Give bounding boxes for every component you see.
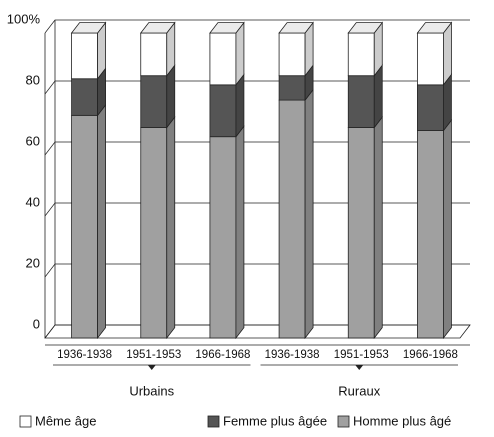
legend-swatch bbox=[337, 415, 350, 428]
grid-line bbox=[44, 141, 470, 156]
bar-segment bbox=[417, 130, 444, 339]
bar-segment bbox=[209, 32, 237, 86]
bar-segment bbox=[140, 32, 168, 77]
floor bbox=[44, 324, 471, 339]
grid-line bbox=[44, 324, 470, 339]
x-tick-label: 1951-1953 bbox=[334, 349, 389, 361]
bar-side bbox=[166, 115, 176, 340]
bar-segment bbox=[347, 127, 375, 339]
bar-segment bbox=[417, 32, 444, 86]
bar-side bbox=[373, 115, 383, 340]
y-tick-label: 100% bbox=[7, 11, 41, 26]
y-tick-label: 20 bbox=[26, 255, 40, 270]
bar-side bbox=[235, 125, 245, 340]
y-tick-label: 80 bbox=[26, 72, 40, 87]
x-tick-label: 1966-1968 bbox=[403, 349, 458, 361]
bar-segment bbox=[71, 114, 98, 339]
bar-segment bbox=[417, 84, 444, 131]
bar-top bbox=[416, 22, 453, 34]
bar-side bbox=[443, 119, 452, 340]
group-marker bbox=[355, 365, 364, 370]
bar-segment bbox=[278, 99, 306, 339]
legend-label: Homme plus âgé bbox=[353, 413, 451, 428]
grid-line bbox=[44, 263, 470, 278]
bar-segment bbox=[278, 75, 306, 101]
bar-segment bbox=[209, 84, 237, 138]
x-tick-label: 1951-1953 bbox=[126, 349, 181, 361]
group-label: Ruraux bbox=[338, 383, 380, 398]
bar-top bbox=[139, 22, 176, 34]
bar-segment bbox=[140, 127, 168, 339]
y-tick-label: 0 bbox=[33, 316, 40, 331]
group-marker bbox=[147, 365, 156, 370]
bar-top bbox=[278, 22, 314, 34]
legend-label: Femme plus âgée bbox=[223, 413, 327, 428]
bar-segment bbox=[278, 32, 306, 77]
bar-segment bbox=[347, 75, 375, 128]
bar-side bbox=[97, 103, 106, 340]
bar-top bbox=[347, 22, 384, 34]
bar-segment bbox=[347, 32, 375, 77]
legend-swatch bbox=[19, 415, 32, 428]
legend-swatch bbox=[207, 415, 220, 428]
grid-line bbox=[44, 80, 470, 95]
x-tick-label: 1936-1938 bbox=[265, 349, 320, 361]
group-label: Urbains bbox=[129, 383, 174, 398]
bar-segment bbox=[140, 75, 168, 128]
grid-line bbox=[44, 202, 470, 217]
y-tick-label: 60 bbox=[26, 133, 40, 148]
y-tick-label: 40 bbox=[26, 194, 40, 209]
grid-line bbox=[44, 19, 470, 34]
bar-side bbox=[304, 88, 314, 340]
bar-segment bbox=[71, 32, 98, 80]
bar-segment bbox=[209, 136, 237, 339]
bar-top bbox=[209, 22, 245, 34]
x-tick-label: 1936-1938 bbox=[57, 349, 112, 361]
x-tick-label: 1966-1968 bbox=[195, 349, 250, 361]
legend-label: Même âge bbox=[35, 413, 96, 428]
bar-top bbox=[70, 22, 107, 34]
bar-segment bbox=[71, 78, 98, 116]
